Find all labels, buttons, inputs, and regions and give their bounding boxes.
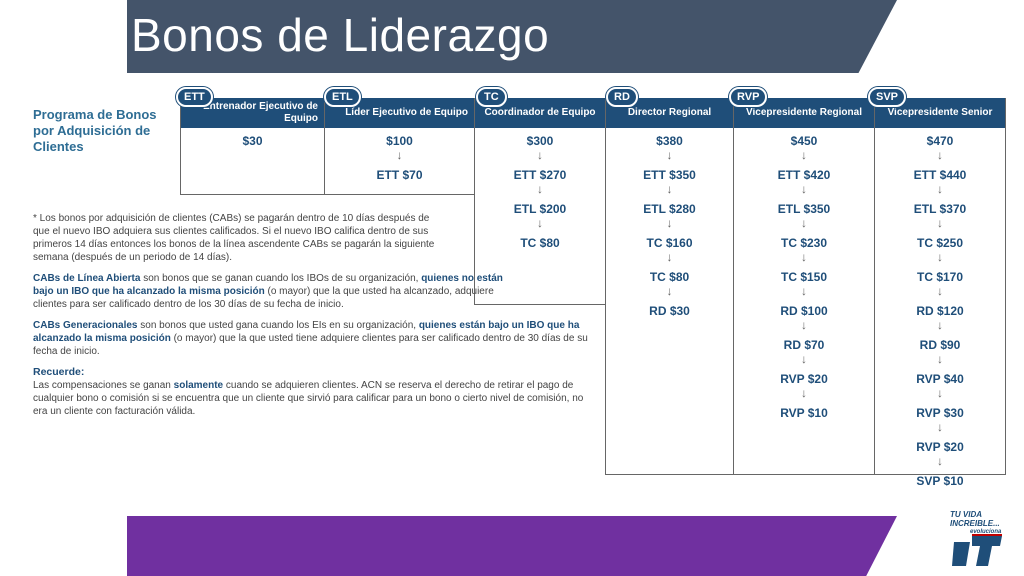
note-open-line: CABs de Línea Abierta son bonos que se g… — [33, 273, 503, 310]
bonus-value: ETT $270 — [513, 168, 567, 182]
down-arrow-icon: ↓ — [801, 182, 807, 196]
down-arrow-icon: ↓ — [937, 284, 943, 298]
bonus-value: $450 — [790, 134, 818, 148]
bonus-value: $30 — [242, 134, 263, 148]
column-rd: Director Regional $380 ↓ ETT $350 ↓ ETL $280… — [605, 98, 734, 475]
notes: * Los bonos por adquisición de clientes … — [33, 212, 593, 426]
down-arrow-icon: ↓ — [937, 454, 943, 468]
bonus-value: TC $150 — [780, 270, 828, 284]
bonus-value: $380 — [656, 134, 683, 148]
down-arrow-icon: ↓ — [537, 182, 543, 196]
bonus-value: TC $170 — [916, 270, 964, 284]
column-svp: Vicepresidente Senior $470 ↓ ETT $440 ↓ ETL … — [874, 98, 1006, 488]
brand-logo: TU VIDA INCREIBLE... evoluciona — [950, 510, 1010, 570]
bonus-value: $470 — [926, 134, 954, 148]
title-banner — [127, 0, 897, 73]
page-title: Bonos de Liderazgo — [131, 9, 550, 61]
down-arrow-icon: ↓ — [801, 352, 807, 366]
down-arrow-icon: ↓ — [937, 352, 943, 366]
down-arrow-icon: ↓ — [937, 250, 943, 264]
bonus-value: ETT $420 — [777, 168, 831, 182]
badge-etl: ETL — [324, 87, 361, 107]
column-values: $100 ↓ ETT $70 — [325, 128, 474, 182]
bonus-value: TC $250 — [916, 236, 964, 250]
down-arrow-icon: ↓ — [537, 148, 543, 162]
down-arrow-icon: ↓ — [937, 148, 943, 162]
down-arrow-icon: ↓ — [937, 182, 943, 196]
bonus-value: RVP $20 — [916, 440, 964, 454]
down-arrow-icon: ↓ — [937, 420, 943, 434]
bonus-value: ETL $370 — [913, 202, 967, 216]
down-arrow-icon: ↓ — [801, 386, 807, 400]
bonus-value: TC $80 — [520, 236, 560, 250]
logo-tagline-1: TU VIDA — [950, 510, 982, 519]
down-arrow-icon: ↓ — [937, 318, 943, 332]
down-arrow-icon: ↓ — [801, 148, 807, 162]
column-rvp: Vicepresidente Regional $450 ↓ ETT $420 ↓ ET… — [733, 98, 875, 475]
down-arrow-icon: ↓ — [666, 216, 673, 230]
bonus-value: RD $70 — [783, 338, 825, 352]
logo-tagline-3: evoluciona — [970, 529, 1002, 535]
bonus-value: TC $230 — [780, 236, 828, 250]
column-values: $30 — [181, 128, 324, 148]
bonus-value: ETT $70 — [376, 168, 423, 182]
note-cab-timing: * Los bonos por adquisición de clientes … — [33, 213, 435, 263]
bonus-value: RVP $40 — [916, 372, 964, 386]
down-arrow-icon: ↓ — [801, 216, 807, 230]
bonus-value: RD $120 — [916, 304, 964, 318]
down-arrow-icon: ↓ — [396, 148, 403, 162]
note-remember: Las compensaciones se ganan solamente cu… — [33, 380, 584, 417]
bonus-value: RD $90 — [919, 338, 961, 352]
bonus-value: $100 — [386, 134, 413, 148]
down-arrow-icon: ↓ — [666, 284, 673, 298]
bonus-value: ETL $200 — [513, 202, 567, 216]
down-arrow-icon: ↓ — [801, 284, 807, 298]
badge-svp: SVP — [868, 87, 907, 107]
column-header: Coordinador de Equipo — [475, 98, 605, 128]
bonus-value: ETT $350 — [643, 168, 696, 182]
bonus-value: TC $80 — [649, 270, 690, 284]
down-arrow-icon: ↓ — [666, 148, 673, 162]
down-arrow-icon: ↓ — [801, 318, 807, 332]
down-arrow-icon: ↓ — [666, 182, 673, 196]
column-values: $380 ↓ ETT $350 ↓ ETL $280 ↓ TC $160 ↓ TC $80 ↓ RD… — [606, 128, 733, 318]
badge-ett: ETT — [176, 87, 213, 107]
down-arrow-icon: ↓ — [937, 216, 943, 230]
column-ett: Entrenador Ejecutivo de Equipo $30 — [180, 98, 325, 195]
badge-rd: RD — [606, 87, 638, 107]
column-tc: Coordinador de Equipo $300 ↓ ETT $270 ↓ ETL … — [474, 98, 606, 305]
bonus-value: TC $160 — [646, 236, 693, 250]
note-generational: CABs Generacionales son bonos que usted … — [33, 320, 588, 357]
bonus-value: RVP $30 — [916, 406, 964, 420]
bonus-value: RD $30 — [649, 304, 690, 318]
bonus-value: RVP $10 — [780, 406, 828, 420]
bonus-value: $300 — [526, 134, 554, 148]
badge-rvp: RVP — [729, 87, 768, 107]
bottom-banner — [127, 516, 897, 576]
bonus-value: SVP $10 — [916, 474, 964, 488]
brand-mark-icon — [952, 534, 1002, 566]
badge-tc: TC — [476, 87, 507, 107]
bonus-value: RVP $20 — [780, 372, 828, 386]
down-arrow-icon: ↓ — [537, 216, 543, 230]
bonus-value: ETL $350 — [777, 202, 831, 216]
bonus-value: ETL $280 — [643, 202, 696, 216]
column-values: $300 ↓ ETT $270 ↓ ETL $200 ↓ TC $80 — [475, 128, 605, 250]
program-heading: Programa de Bonos por Adquisición de Cli… — [33, 107, 157, 154]
bonus-value: ETT $440 — [913, 168, 967, 182]
column-values: $450 ↓ ETT $420 ↓ ETL $350 ↓ TC $230 ↓ TC $150 ↓ R… — [734, 128, 874, 420]
down-arrow-icon: ↓ — [937, 386, 943, 400]
column-etl: Líder Ejecutivo de Equipo $100 ↓ ETT $70 — [324, 98, 475, 195]
bonus-value: RD $100 — [780, 304, 828, 318]
logo-tagline-2: INCREIBLE... — [950, 519, 1000, 528]
down-arrow-icon: ↓ — [801, 250, 807, 264]
down-arrow-icon: ↓ — [666, 250, 673, 264]
remember-heading: Recuerde: — [33, 366, 85, 378]
column-values: $470 ↓ ETT $440 ↓ ETL $370 ↓ TC $250 ↓ TC $170 ↓ R… — [875, 128, 1005, 488]
